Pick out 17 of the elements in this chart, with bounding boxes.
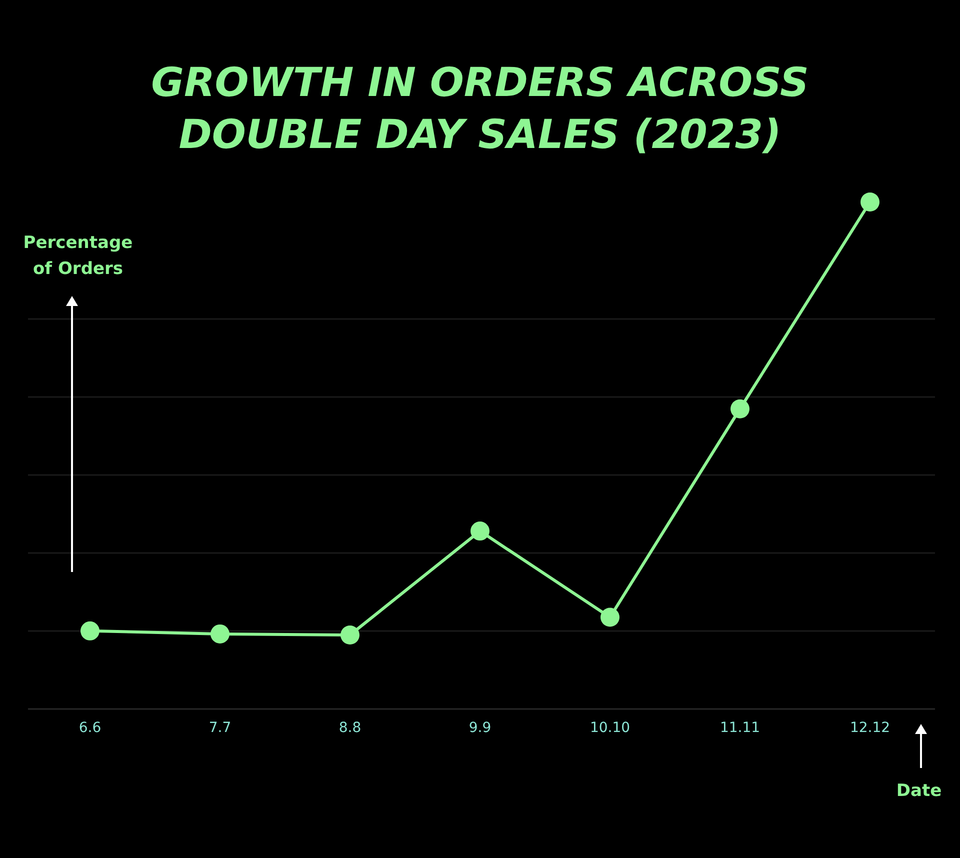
point bbox=[470, 522, 490, 541]
x-tick-label: 9.9 bbox=[468, 720, 492, 736]
point bbox=[600, 608, 620, 627]
x-tick-label: 6.6 bbox=[78, 720, 102, 736]
x-tick-label: 7.7 bbox=[208, 720, 232, 736]
x-tick-label: 11.11 bbox=[720, 720, 760, 736]
x-tick-label: 12.12 bbox=[850, 720, 890, 736]
x-tick-label: 8.8 bbox=[338, 720, 362, 736]
point bbox=[80, 621, 100, 640]
point bbox=[860, 192, 880, 212]
point bbox=[730, 399, 750, 418]
chart-title: GROWTH IN ORDERS ACROSS DOUBLE DAY SALES (2023) bbox=[151, 60, 809, 158]
x-tick-label: 10.10 bbox=[590, 720, 630, 736]
x-axis-title: Date bbox=[896, 781, 942, 801]
y-axis-title: Percentage of Orders bbox=[23, 233, 133, 279]
point bbox=[210, 624, 230, 644]
point bbox=[340, 625, 360, 644]
